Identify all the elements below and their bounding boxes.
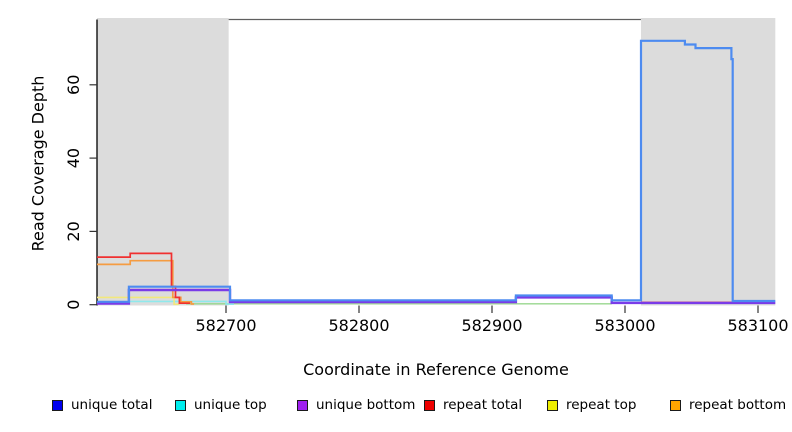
legend-item-unique-top: unique top <box>175 396 267 414</box>
x-tick-label: 582700 <box>195 316 256 335</box>
series-repeat-top <box>97 296 180 306</box>
plot-legend: unique total unique top unique bottom repea… <box>0 396 792 420</box>
x-tick-label: 583100 <box>727 316 788 335</box>
legend-item-repeat-bottom: repeat bottom <box>670 396 786 414</box>
y-tick-label: 60 <box>64 75 83 95</box>
legend-swatch-icon <box>297 399 308 411</box>
legend-swatch-icon <box>547 399 558 411</box>
legend-label: repeat top <box>566 397 637 413</box>
x-tick-label: 582900 <box>461 316 522 335</box>
y-tick-label: 40 <box>64 148 83 168</box>
legend-item-unique-bottom: unique bottom <box>297 396 415 414</box>
legend-label: unique total <box>71 397 153 413</box>
legend-label: repeat bottom <box>689 397 787 413</box>
x-tick-label: 583000 <box>594 316 655 335</box>
left-repeat-region <box>96 18 229 306</box>
legend-item-repeat-top: repeat top <box>547 396 636 414</box>
legend-swatch-icon <box>175 399 186 411</box>
right-repeat-region <box>640 18 776 306</box>
series-unique-total <box>97 39 776 303</box>
x-tick-label: 582800 <box>328 316 389 335</box>
legend-item-unique-total: unique total <box>52 396 152 414</box>
y-tick-label: 0 <box>64 300 83 310</box>
legend-swatch-icon <box>52 399 63 411</box>
y-tick-label: 20 <box>64 221 83 241</box>
legend-label: unique top <box>194 397 267 413</box>
legend-label: repeat total <box>443 397 523 413</box>
legend-label: unique bottom <box>316 397 416 413</box>
y-axis-title: Read Coverage Depth <box>28 75 48 252</box>
legend-swatch-icon <box>670 399 681 411</box>
legend-item-repeat-total: repeat total <box>424 396 522 414</box>
legend-swatch-icon <box>424 399 435 411</box>
series-unique-top <box>128 300 234 305</box>
x-axis-title: Coordinate in Reference Genome <box>303 360 569 379</box>
